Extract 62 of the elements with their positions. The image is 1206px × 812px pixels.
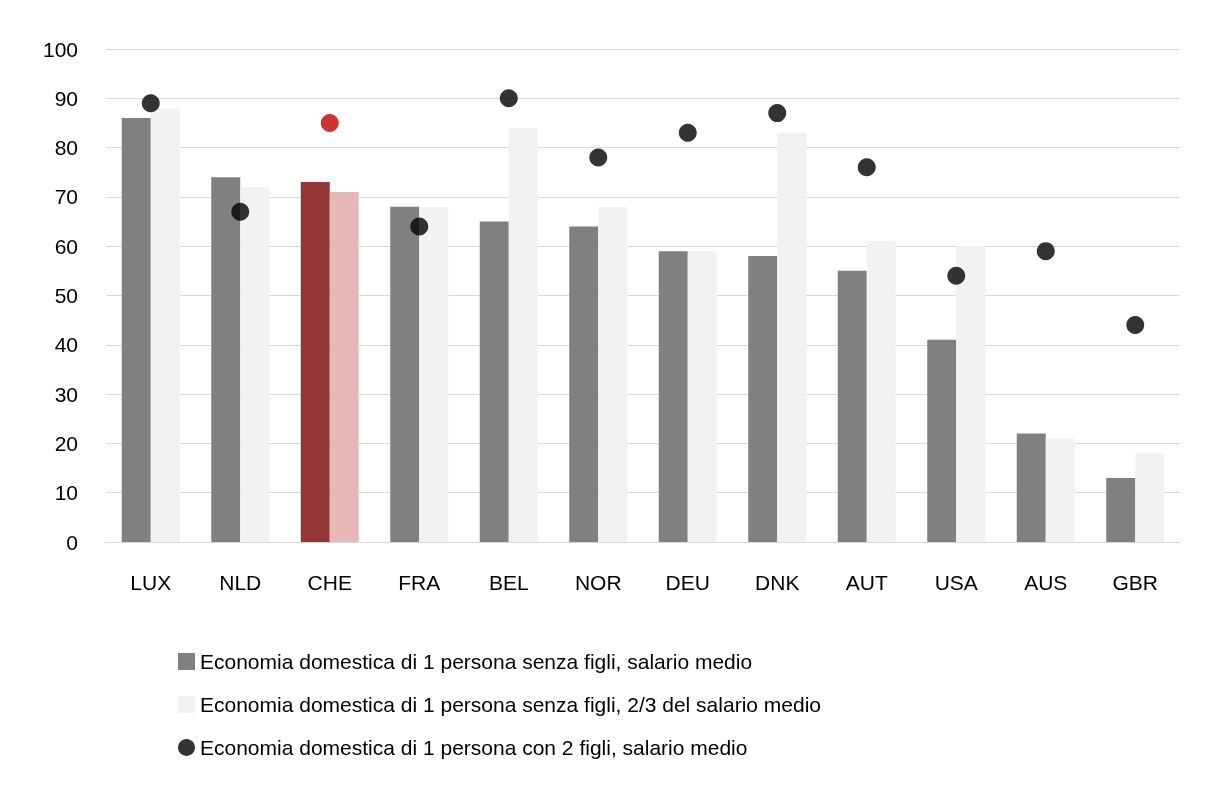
y-tick-label: 80 xyxy=(54,136,78,160)
bar xyxy=(1135,453,1165,542)
x-tick-label: BEL xyxy=(488,571,529,594)
x-tick-label: USA xyxy=(934,571,978,594)
bar xyxy=(329,191,359,542)
y-tick-label: 20 xyxy=(54,431,78,455)
bar xyxy=(866,241,896,542)
point xyxy=(1036,242,1055,261)
bar xyxy=(211,177,241,542)
point xyxy=(678,123,697,142)
bar xyxy=(121,118,151,542)
bar xyxy=(390,206,420,542)
bar xyxy=(687,251,717,542)
y-tick-label: 60 xyxy=(54,234,78,258)
point xyxy=(320,113,339,132)
y-tick-label: 0 xyxy=(66,530,78,554)
x-tick-label: GBR xyxy=(1112,571,1159,594)
x-tick-label: AUT xyxy=(845,571,888,594)
bar xyxy=(777,132,807,542)
y-tick-label: 90 xyxy=(54,86,78,110)
x-tick-label: FRA xyxy=(398,571,441,594)
x-tick-label: AUS xyxy=(1024,571,1068,594)
legend-label: Economia domestica di 1 persona senza figli, 2/3 del salario medio xyxy=(200,693,822,716)
bar xyxy=(956,246,986,542)
bar xyxy=(598,206,628,542)
bar xyxy=(837,270,867,542)
bar xyxy=(1016,433,1046,542)
bar xyxy=(927,339,957,542)
x-tick-label: NLD xyxy=(219,571,262,594)
x-tick-label: NOR xyxy=(574,571,622,594)
point xyxy=(231,202,250,221)
point xyxy=(768,104,787,123)
y-tick-label: 50 xyxy=(54,284,78,307)
legend-label: Economia domestica di 1 persona con 2 figli, salario medio xyxy=(200,736,748,759)
legend-label: Economia domestica di 1 persona senza figli, salario medio xyxy=(200,650,753,673)
y-tick-label: 10 xyxy=(54,481,78,505)
y-tick-label: 70 xyxy=(54,185,78,209)
bar xyxy=(150,108,180,542)
bar xyxy=(240,187,270,542)
bar xyxy=(508,127,538,542)
bar xyxy=(1045,438,1075,542)
bar xyxy=(569,226,599,542)
y-tick-label: 100 xyxy=(42,37,78,61)
x-tick-label: CHE xyxy=(307,571,352,594)
x-tick-label: DEU xyxy=(665,571,710,594)
x-tick-label: DNK xyxy=(755,571,800,594)
point xyxy=(1126,316,1145,335)
bar xyxy=(419,206,449,542)
bar xyxy=(300,182,330,542)
point xyxy=(499,89,518,108)
bar xyxy=(479,221,509,542)
point xyxy=(410,217,429,236)
bar xyxy=(748,256,778,542)
x-tick-label: LUX xyxy=(130,571,172,594)
point xyxy=(947,266,966,285)
y-tick-label: 40 xyxy=(54,333,78,357)
bar xyxy=(1106,477,1136,542)
y-tick-label: 30 xyxy=(54,382,78,406)
point xyxy=(589,148,608,167)
point xyxy=(141,94,160,113)
point xyxy=(857,158,876,177)
bar xyxy=(658,251,688,542)
